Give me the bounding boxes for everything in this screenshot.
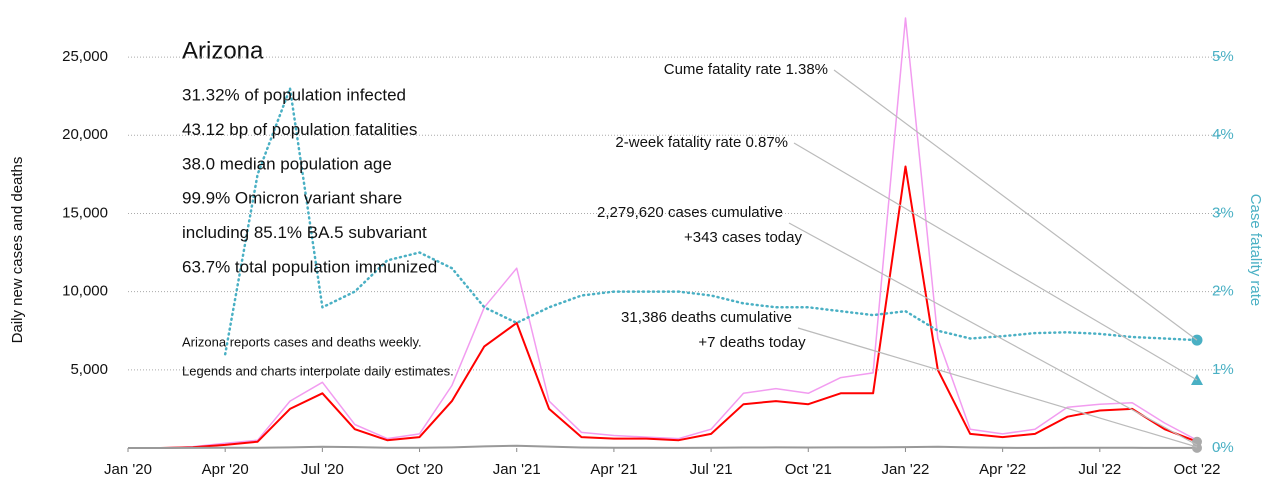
y2-axis-title: Case fatality rate: [1247, 194, 1264, 307]
y2-tick-label: 3%: [1212, 204, 1234, 221]
end-marker: [1192, 442, 1202, 453]
callout: +7 deaths today: [698, 334, 806, 351]
stat-line: 43.12 bp of population fatalities: [182, 120, 417, 139]
callout: 2,279,620 cases cumulative: [597, 204, 783, 221]
x-tick-label: Oct '22: [1173, 461, 1220, 478]
leader-line: [793, 142, 1198, 381]
y-axis-title: Daily new cases and deaths: [9, 157, 26, 344]
y2-tick-label: 0%: [1212, 439, 1234, 456]
y-tick-label: 10,000: [62, 283, 108, 300]
stat-line: 63.7% total population immunized: [182, 257, 437, 276]
note: Legends and charts interpolate daily est…: [182, 363, 454, 378]
x-tick-label: Jul '20: [301, 461, 344, 478]
x-tick-label: Jul '21: [690, 461, 733, 478]
y2-tick-label: 2%: [1212, 283, 1234, 300]
x-tick-label: Apr '22: [979, 461, 1026, 478]
x-tick-label: Jul '22: [1078, 461, 1121, 478]
stat-line: 38.0 median population age: [182, 154, 392, 173]
series-line: [223, 87, 1199, 356]
callout: Cume fatality rate 1.38%: [664, 61, 828, 78]
series-line: [128, 165, 1198, 449]
callout: 31,386 deaths cumulative: [621, 309, 792, 326]
leader-line: [797, 327, 1198, 448]
x-tick-label: Jan '21: [493, 461, 541, 478]
x-tick-label: Apr '20: [202, 461, 249, 478]
x-tick-label: Jan '20: [104, 461, 152, 478]
stat-line: 31.32% of population infected: [182, 85, 406, 104]
series-line: [128, 17, 1198, 449]
y-tick-label: 5,000: [70, 361, 108, 378]
leader-line: [833, 69, 1198, 341]
y-tick-label: 15,000: [62, 204, 108, 221]
y-tick-label: 25,000: [62, 48, 108, 65]
x-tick-label: Apr '21: [590, 461, 637, 478]
y2-tick-label: 4%: [1212, 126, 1234, 143]
stat-line: including 85.1% BA.5 subvariant: [182, 223, 427, 242]
x-tick-label: Jan '22: [882, 461, 930, 478]
callout: +343 cases today: [684, 229, 803, 246]
leader-line: [788, 222, 1198, 446]
x-tick-label: Oct '21: [785, 461, 832, 478]
note: Arizona reports cases and deaths weekly.: [182, 334, 422, 349]
callout: 2-week fatality rate 0.87%: [615, 134, 788, 151]
series-line: [128, 444, 1197, 449]
y2-tick-label: 5%: [1212, 48, 1234, 65]
x-tick-label: Oct '20: [396, 461, 443, 478]
y-tick-label: 20,000: [62, 126, 108, 143]
chart-title: Arizona: [182, 37, 264, 64]
stat-line: 99.9% Omicron variant share: [182, 189, 402, 208]
y2-tick-label: 1%: [1212, 361, 1234, 378]
